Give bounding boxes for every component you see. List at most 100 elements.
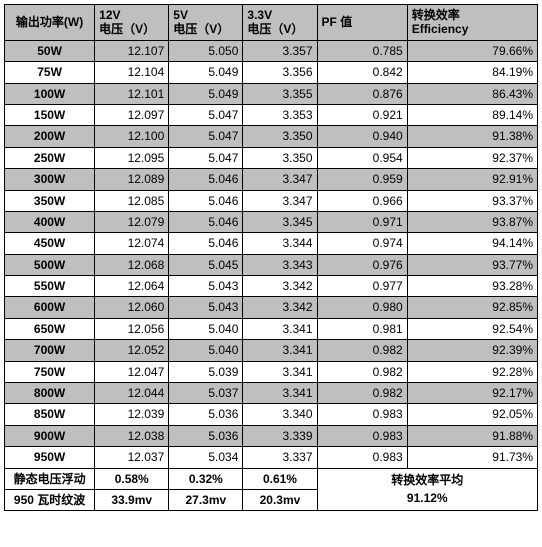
cell-pf: 0.971: [317, 211, 407, 232]
cell-v12: 12.039: [95, 404, 169, 425]
cell-v5: 5.040: [169, 318, 243, 339]
cell-pf: 0.977: [317, 276, 407, 297]
cell-pf: 0.983: [317, 404, 407, 425]
cell-v5: 5.046: [169, 211, 243, 232]
ripple-v12: 33.9mv: [95, 489, 169, 510]
cell-pf: 0.974: [317, 233, 407, 254]
cell-v12: 12.052: [95, 340, 169, 361]
cell-v33: 3.341: [243, 361, 317, 382]
cell-v33: 3.350: [243, 147, 317, 168]
table-row: 750W12.0475.0393.3410.98292.28%: [5, 361, 538, 382]
cell-v5: 5.049: [169, 62, 243, 83]
cell-v12: 12.038: [95, 425, 169, 446]
cell-v12: 12.095: [95, 147, 169, 168]
cell-v33: 3.343: [243, 254, 317, 275]
cell-power: 300W: [5, 169, 95, 190]
cell-pf: 0.982: [317, 361, 407, 382]
cell-v33: 3.355: [243, 83, 317, 104]
cell-eff: 93.37%: [407, 190, 537, 211]
cell-eff: 93.87%: [407, 211, 537, 232]
cell-eff: 92.54%: [407, 318, 537, 339]
cell-pf: 0.980: [317, 297, 407, 318]
cell-pf: 0.981: [317, 318, 407, 339]
cell-v33: 3.341: [243, 340, 317, 361]
cell-eff: 91.88%: [407, 425, 537, 446]
cell-eff: 92.28%: [407, 361, 537, 382]
cell-v5: 5.043: [169, 297, 243, 318]
col-header-l1: 3.3V: [247, 8, 272, 22]
cell-v5: 5.045: [169, 254, 243, 275]
cell-power: 400W: [5, 211, 95, 232]
avg-efficiency-value: 91.12%: [322, 491, 533, 505]
table-footer: 静态电压浮动 0.58% 0.32% 0.61% 转换效率平均 91.12% 9…: [5, 468, 538, 511]
cell-pf: 0.983: [317, 447, 407, 468]
cell-v5: 5.040: [169, 340, 243, 361]
cell-pf: 0.954: [317, 147, 407, 168]
static-voltage-label: 静态电压浮动: [5, 468, 95, 489]
cell-eff: 91.38%: [407, 126, 537, 147]
cell-v12: 12.060: [95, 297, 169, 318]
cell-eff: 94.14%: [407, 233, 537, 254]
cell-v33: 3.357: [243, 40, 317, 61]
cell-power: 100W: [5, 83, 95, 104]
table-row: 950W12.0375.0343.3370.98391.73%: [5, 447, 538, 468]
static-v12: 0.58%: [95, 468, 169, 489]
cell-v33: 3.342: [243, 276, 317, 297]
col-header-l1: 转换效率: [412, 8, 460, 22]
cell-v5: 5.039: [169, 361, 243, 382]
cell-power: 500W: [5, 254, 95, 275]
efficiency-table: 输出功率(W)12V电压（V）5V电压（V）3.3V电压（V）PF 值转换效率E…: [4, 4, 538, 511]
cell-v5: 5.034: [169, 447, 243, 468]
static-v33: 0.61%: [243, 468, 317, 489]
cell-v5: 5.046: [169, 233, 243, 254]
col-header-power: 输出功率(W): [5, 5, 95, 41]
cell-power: 650W: [5, 318, 95, 339]
cell-v33: 3.339: [243, 425, 317, 446]
col-header-eff: 转换效率Efficiency: [407, 5, 537, 41]
cell-v5: 5.047: [169, 104, 243, 125]
cell-pf: 0.982: [317, 383, 407, 404]
table-row: 550W12.0645.0433.3420.97793.28%: [5, 276, 538, 297]
cell-power: 200W: [5, 126, 95, 147]
table-row: 700W12.0525.0403.3410.98292.39%: [5, 340, 538, 361]
cell-v33: 3.340: [243, 404, 317, 425]
cell-power: 350W: [5, 190, 95, 211]
cell-power: 700W: [5, 340, 95, 361]
table-row: 150W12.0975.0473.3530.92189.14%: [5, 104, 538, 125]
ripple-v5: 27.3mv: [169, 489, 243, 510]
cell-power: 150W: [5, 104, 95, 125]
table-row: 650W12.0565.0403.3410.98192.54%: [5, 318, 538, 339]
cell-v12: 12.037: [95, 447, 169, 468]
static-voltage-row: 静态电压浮动 0.58% 0.32% 0.61% 转换效率平均 91.12%: [5, 468, 538, 489]
cell-power: 250W: [5, 147, 95, 168]
col-header-pf: PF 值: [317, 5, 407, 41]
cell-v33: 3.356: [243, 62, 317, 83]
cell-v33: 3.342: [243, 297, 317, 318]
avg-efficiency-label: 转换效率平均: [322, 473, 533, 487]
cell-v12: 12.068: [95, 254, 169, 275]
cell-v12: 12.056: [95, 318, 169, 339]
cell-v33: 3.341: [243, 383, 317, 404]
avg-efficiency-cell: 转换效率平均 91.12%: [317, 468, 537, 511]
col-header-v33: 3.3V电压（V）: [243, 5, 317, 41]
cell-power: 950W: [5, 447, 95, 468]
col-header-l1: 12V: [99, 8, 120, 22]
cell-v12: 12.085: [95, 190, 169, 211]
cell-v5: 5.046: [169, 190, 243, 211]
cell-v33: 3.337: [243, 447, 317, 468]
table-row: 250W12.0955.0473.3500.95492.37%: [5, 147, 538, 168]
table-row: 800W12.0445.0373.3410.98292.17%: [5, 383, 538, 404]
cell-v33: 3.347: [243, 169, 317, 190]
table-row: 500W12.0685.0453.3430.97693.77%: [5, 254, 538, 275]
col-header-l1: 5V: [173, 8, 188, 22]
table-row: 350W12.0855.0463.3470.96693.37%: [5, 190, 538, 211]
cell-pf: 0.983: [317, 425, 407, 446]
cell-eff: 89.14%: [407, 104, 537, 125]
cell-v12: 12.064: [95, 276, 169, 297]
cell-v33: 3.353: [243, 104, 317, 125]
table-row: 600W12.0605.0433.3420.98092.85%: [5, 297, 538, 318]
cell-power: 750W: [5, 361, 95, 382]
table-row: 400W12.0795.0463.3450.97193.87%: [5, 211, 538, 232]
table-row: 450W12.0745.0463.3440.97494.14%: [5, 233, 538, 254]
table-row: 200W12.1005.0473.3500.94091.38%: [5, 126, 538, 147]
